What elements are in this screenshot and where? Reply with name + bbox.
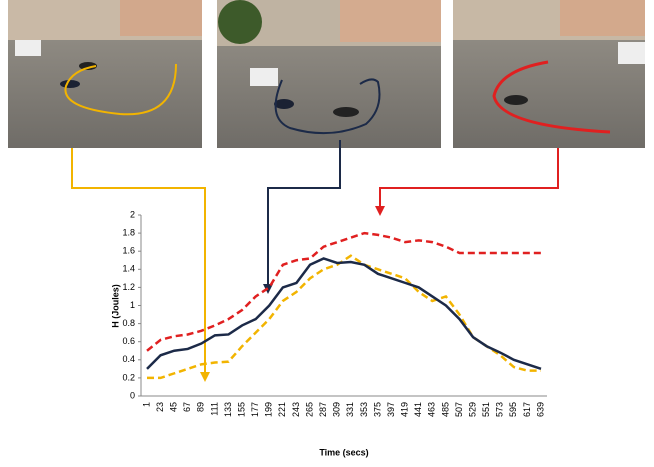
x-tick-label: 199 <box>264 402 274 417</box>
series-line <box>147 258 541 368</box>
x-tick-label: 287 <box>318 402 328 417</box>
photo-2 <box>217 0 441 148</box>
x-tick-label: 111 <box>209 402 219 416</box>
series-line <box>147 233 541 351</box>
photo-3 <box>453 0 645 148</box>
x-tick-label: 133 <box>223 402 233 417</box>
y-tick-label: 1.6 <box>122 246 135 256</box>
y-tick-label: 0.4 <box>122 354 135 364</box>
x-tick-label: 155 <box>236 402 246 417</box>
arrow-head <box>375 206 385 216</box>
arrow-head <box>200 372 210 382</box>
x-tick-label: 617 <box>522 402 532 417</box>
x-tick-label: 507 <box>454 402 464 417</box>
y-tick-label: 0.8 <box>122 318 135 328</box>
x-tick-label: 45 <box>169 402 179 412</box>
x-axis-title: Time (secs) <box>319 447 368 457</box>
x-tick-label: 331 <box>345 402 355 417</box>
figure: H (Joules) Time (secs) 0 0.2 0.4 0.6 0.8 1 1.2… <box>0 0 654 462</box>
x-tick-label: 419 <box>400 402 410 417</box>
x-tick-label: 463 <box>427 402 437 417</box>
x-tick-label: 1 <box>141 402 151 407</box>
x-tick-label: 67 <box>182 402 192 412</box>
x-tick-label: 23 <box>155 402 165 412</box>
x-tick-label: 639 <box>535 402 545 417</box>
y-tick-label: 1.4 <box>122 264 135 274</box>
x-tick-label: 177 <box>250 402 260 417</box>
y-tick-label: 0.6 <box>122 336 135 346</box>
series-line <box>147 256 541 378</box>
y-tick-label: 0 <box>130 390 135 400</box>
y-tick-label: 2 <box>130 209 135 219</box>
y-tick-label: 1 <box>130 300 135 310</box>
x-tick-label: 485 <box>440 402 450 417</box>
x-tick-label: 221 <box>277 402 287 417</box>
photo-1 <box>8 0 202 148</box>
y-tick-label: 1.2 <box>122 282 135 292</box>
x-tick-label: 441 <box>413 402 423 417</box>
x-tick-label: 397 <box>386 402 396 417</box>
x-tick-label: 595 <box>508 402 518 417</box>
y-tick-label: 1.8 <box>122 227 135 237</box>
x-tick-label: 529 <box>467 402 477 417</box>
arrows <box>72 140 558 372</box>
x-tick-label: 265 <box>304 402 314 417</box>
x-tick-label: 353 <box>359 402 369 417</box>
x-tick-label: 375 <box>372 402 382 417</box>
x-tick-label: 573 <box>495 402 505 417</box>
y-axis-title: H (Joules) <box>110 284 120 328</box>
x-tick-label: 551 <box>481 402 491 417</box>
y-tick-label: 0.2 <box>122 372 135 382</box>
x-tick-label: 89 <box>196 402 206 412</box>
x-tick-label: 309 <box>332 402 342 417</box>
x-tick-label: 243 <box>291 402 301 417</box>
